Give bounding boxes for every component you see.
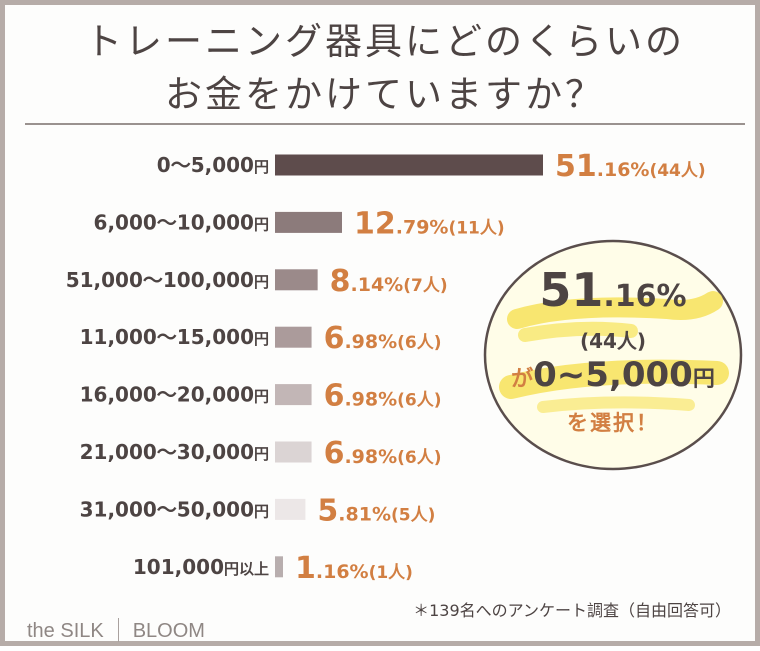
bar <box>275 384 312 406</box>
badge-count: (44人) <box>579 329 647 353</box>
data-label: 6.98%(6人) <box>324 436 442 471</box>
badge-circle <box>483 239 743 471</box>
survey-note: ＊139名へのアンケート調査（自由回答可） <box>413 601 731 620</box>
category-label: 11,000〜15,000円 <box>80 325 269 349</box>
data-label: 12.79%(11人) <box>354 206 505 241</box>
category-label: 6,000〜10,000円 <box>94 210 269 234</box>
data-label: 1.16%(1人) <box>295 551 413 586</box>
title-line-2: お金をかけていますか？ <box>165 73 605 116</box>
data-label: 8.14%(7人) <box>330 264 448 299</box>
bar <box>275 556 283 578</box>
category-label: 101,000円以上 <box>133 555 269 579</box>
data-label: 5.81%(5人) <box>317 493 435 528</box>
logo-divider <box>117 618 119 642</box>
page-title: トレーニング器具にどのくらいの お金をかけていますか？ <box>25 15 745 121</box>
brand-logo: the SILK BLOOM <box>27 618 205 642</box>
title-divider <box>25 123 745 125</box>
category-label: 51,000〜100,000円 <box>66 268 269 292</box>
bar <box>275 154 543 176</box>
bar <box>275 498 306 520</box>
category-label: 16,000〜20,000円 <box>80 383 269 407</box>
bar <box>275 441 312 463</box>
bar <box>275 211 342 233</box>
category-label: 21,000〜30,000円 <box>80 440 269 464</box>
bar-chart: 0〜5,000円 51.16%(44人)6,000〜10,000円 12.79%(1… <box>66 149 706 586</box>
category-label: 31,000〜50,000円 <box>80 497 269 521</box>
title-line-1: トレーニング器具にどのくらいの <box>85 20 685 63</box>
badge-percentage: 51.16% <box>539 263 687 317</box>
data-label: 6.98%(6人) <box>324 321 442 356</box>
bar <box>275 326 312 348</box>
badge-selected-label: を選択！ <box>567 411 659 435</box>
category-label: 0〜5,000円 <box>157 153 269 177</box>
bar <box>275 269 318 291</box>
highlight-badge: 51.16% (44人) が0~5,000円 を選択！ <box>481 237 745 473</box>
data-label: 51.16%(44人) <box>555 149 706 184</box>
data-label: 6.98%(6人) <box>324 379 442 414</box>
badge-range: が0~5,000円 <box>511 355 715 395</box>
